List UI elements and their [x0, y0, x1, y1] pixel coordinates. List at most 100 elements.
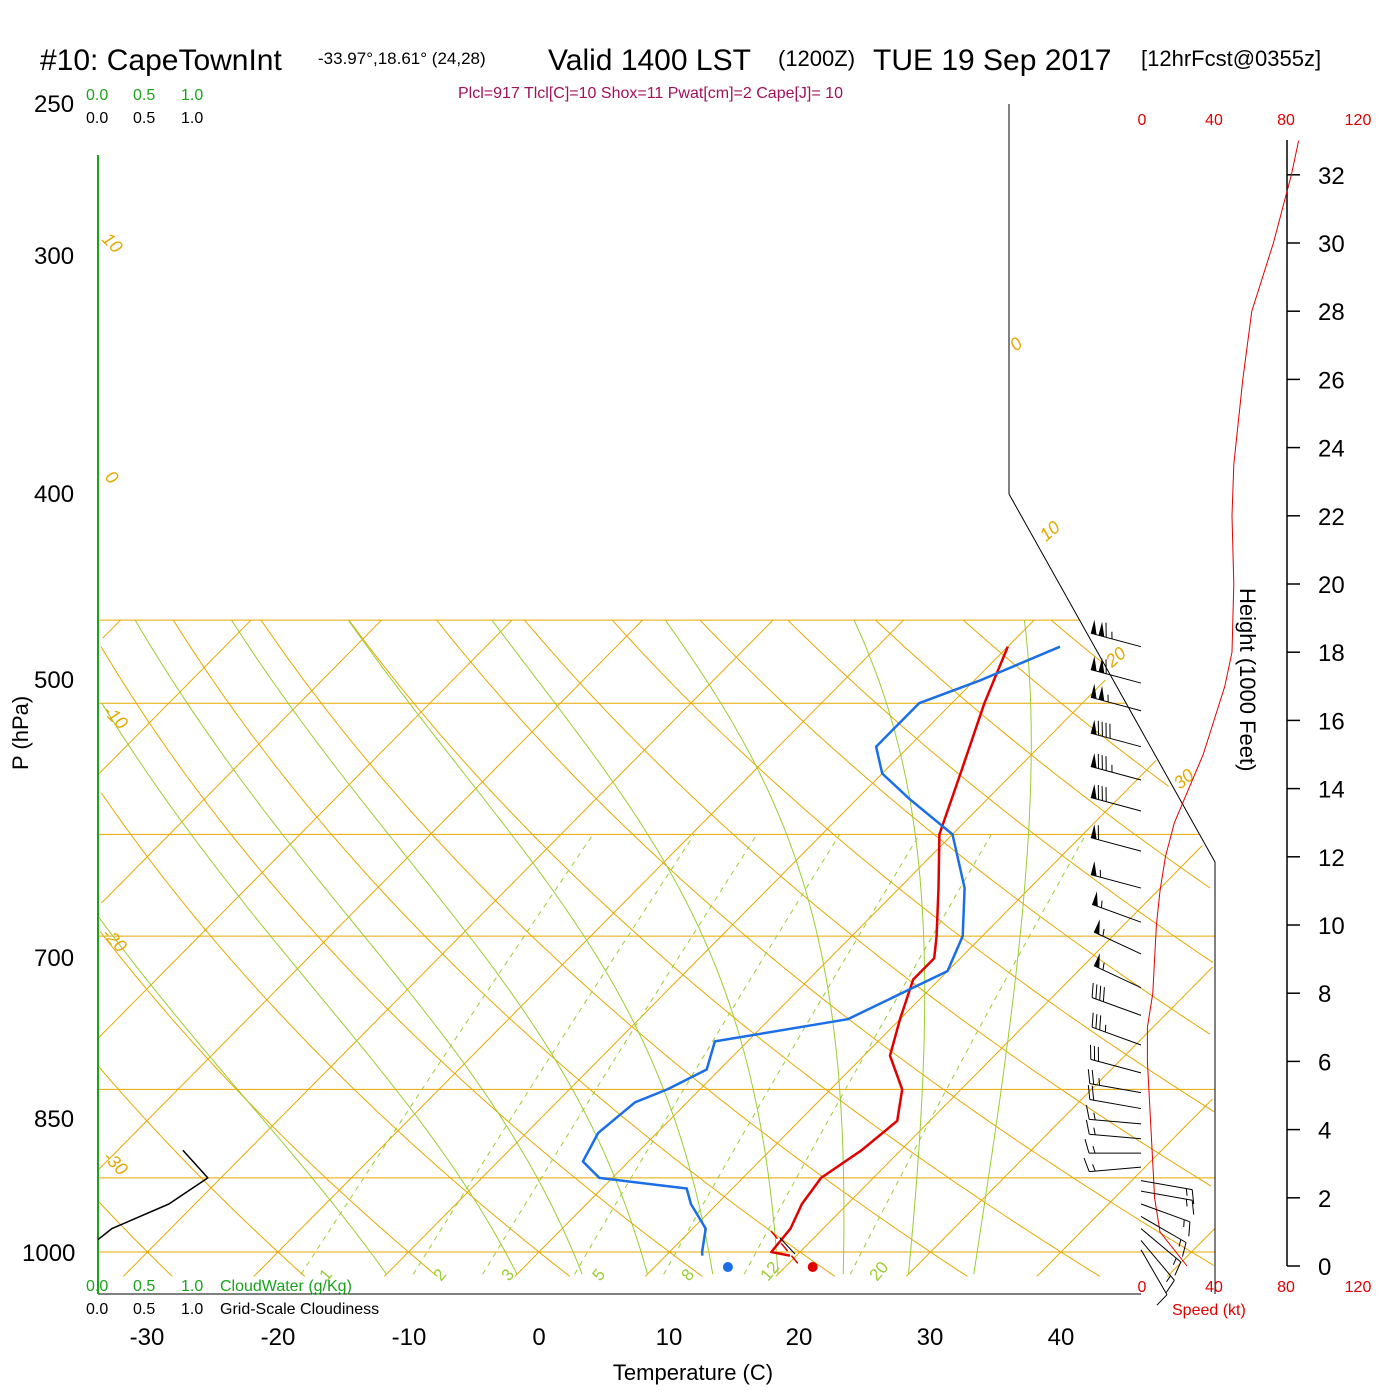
station-title: #10: CapeTownInt: [40, 44, 282, 77]
height-tick-label: 14: [1318, 777, 1345, 804]
pressure-tick: 500: [34, 667, 74, 694]
pressure-axis-label: P (hPa): [8, 696, 33, 770]
mixing-ratio-label: 3: [498, 1265, 519, 1284]
mixing-ratio-label: 8: [678, 1265, 699, 1284]
isotherm-line: [383, 619, 1035, 1277]
wind-barb: [1093, 919, 1142, 955]
wind-barbs: [1083, 619, 1195, 1306]
pressure-axis: 250 300 400 500 700 850 1000: [22, 91, 75, 1267]
barb-flag: [1091, 1069, 1095, 1085]
speed-axis-bottom: 0 40 80 120: [1138, 1279, 1372, 1296]
barb-pennant: [1090, 619, 1097, 635]
speed-tick: 0: [1138, 1279, 1147, 1296]
barb-pennant: [1090, 683, 1097, 699]
height-tick-label: 2: [1318, 1186, 1331, 1213]
wind-barb: [1140, 1228, 1182, 1276]
speed-axis-label: Speed (kt): [1172, 1302, 1246, 1319]
barb-flag: [1095, 984, 1098, 999]
wind-barb: [1140, 1190, 1195, 1215]
barb-half-flag: [1092, 1145, 1096, 1154]
barb-flag: [1091, 982, 1094, 998]
temperature-axis-label: Temperature (C): [613, 1360, 773, 1385]
isotherm-line: [101, 619, 382, 904]
barb-staff: [1093, 931, 1142, 955]
temp-tick: -30: [130, 1324, 165, 1351]
isotherm-label: -30: [99, 1147, 132, 1180]
wind-barb: [1140, 1216, 1187, 1257]
surface-dewpoint-dot: [722, 1262, 733, 1272]
speed-tick: 80: [1277, 1279, 1295, 1296]
barb-flag: [1174, 1261, 1182, 1276]
forecast-info: [12hrFcst@0355z]: [1141, 46, 1321, 71]
isotherm-line: [253, 619, 904, 1277]
barb-half-flag: [1166, 1275, 1172, 1282]
isotherm-line: [102, 619, 121, 639]
barb-half-flag: [1178, 1239, 1182, 1247]
barb-pennant: [1090, 824, 1097, 840]
temp-tick: 10: [656, 1324, 683, 1351]
wind-barb: [1090, 784, 1142, 812]
cloudwater-scale-bottom-0: 0.0: [86, 1278, 108, 1295]
surface-temperature-dot: [807, 1262, 818, 1272]
station-coords: -33.97°,18.61° (24,28): [318, 49, 486, 68]
wind-barb: [1085, 1119, 1142, 1140]
cloudwater-scale-top-2: 1.0: [181, 87, 203, 104]
speed-tick: 120: [1345, 112, 1372, 129]
barb-pennant: [1098, 685, 1105, 701]
wind-speed-profile: [1146, 140, 1300, 1267]
wind-barb: [1091, 982, 1142, 1016]
temperature-axis: -30 -20 -10 0 10 20 30 40: [130, 1324, 1075, 1351]
wind-barb: [1140, 1240, 1175, 1293]
cloudiness-line: [98, 1149, 209, 1241]
barb-staff: [1093, 965, 1142, 989]
barb-half-flag: [1185, 1188, 1188, 1196]
barb-flag: [1165, 1280, 1175, 1293]
wind-barb: [1090, 683, 1142, 712]
barb-half-flag: [1093, 1112, 1096, 1120]
wind-barb: [1090, 656, 1142, 684]
barb-half-flag: [1102, 962, 1105, 971]
barb-flag: [1191, 1189, 1195, 1205]
barb-half-flag: [1104, 1024, 1107, 1033]
isotherm-line: [98, 619, 513, 1039]
pressure-tick: 1000: [22, 1240, 75, 1267]
speed-tick: 120: [1345, 1279, 1372, 1296]
sounding-indices: Plcl=917 Tlcl[C]=10 Shox=11 Pwat[cm]=2 C…: [458, 85, 843, 102]
pressure-tick: 700: [34, 945, 74, 972]
mixing-ratio-line: [663, 834, 920, 1275]
cloudiness-scale-bottom-2: 1.0: [181, 1301, 203, 1318]
barb-flag: [1156, 1294, 1168, 1306]
barb-staff: [1089, 1118, 1142, 1125]
barb-flag: [1095, 1014, 1098, 1029]
cloudiness-label: Grid-Scale Cloudiness: [220, 1301, 379, 1318]
temp-tick: -10: [392, 1324, 427, 1351]
isotherm-line: [644, 759, 1157, 1277]
barb-half-flag: [1185, 1199, 1188, 1207]
cloudiness-scale-bottom-0: 0.0: [86, 1301, 108, 1318]
wind-barb: [1083, 1157, 1142, 1173]
wind-barb: [1090, 824, 1142, 852]
zulu-time: (1200Z): [778, 46, 855, 71]
wind-barb: [1090, 1044, 1142, 1074]
barb-pennant: [1098, 658, 1105, 674]
dry-adiabat-line: [99, 931, 438, 1277]
barb-staff: [1090, 874, 1142, 889]
moist-adiabat-line: [853, 619, 926, 1275]
temp-tick: 0: [532, 1324, 545, 1351]
cloudwater-label: CloudWater (g/Kg): [220, 1278, 352, 1295]
dry-adiabat-line: [611, 619, 1215, 1113]
barb-staff: [1140, 1190, 1193, 1201]
dry-adiabat-line: [172, 619, 836, 1277]
moist-adiabat-line: [347, 619, 714, 1275]
cloudwater-scale-bottom-1: 0.5: [133, 1278, 155, 1295]
barb-flag: [1087, 1084, 1091, 1100]
wind-barb: [1091, 891, 1142, 923]
barb-staff: [1090, 837, 1142, 852]
barb-flag: [1102, 987, 1105, 1002]
mixing-ratio-label: 2: [430, 1265, 451, 1284]
height-tick-label: 26: [1318, 367, 1345, 394]
mixing-ratio-line: [482, 834, 758, 1275]
parcel-path-dashed: [779, 1237, 796, 1255]
cloudiness-scale-bottom-1: 0.5: [133, 1301, 155, 1318]
